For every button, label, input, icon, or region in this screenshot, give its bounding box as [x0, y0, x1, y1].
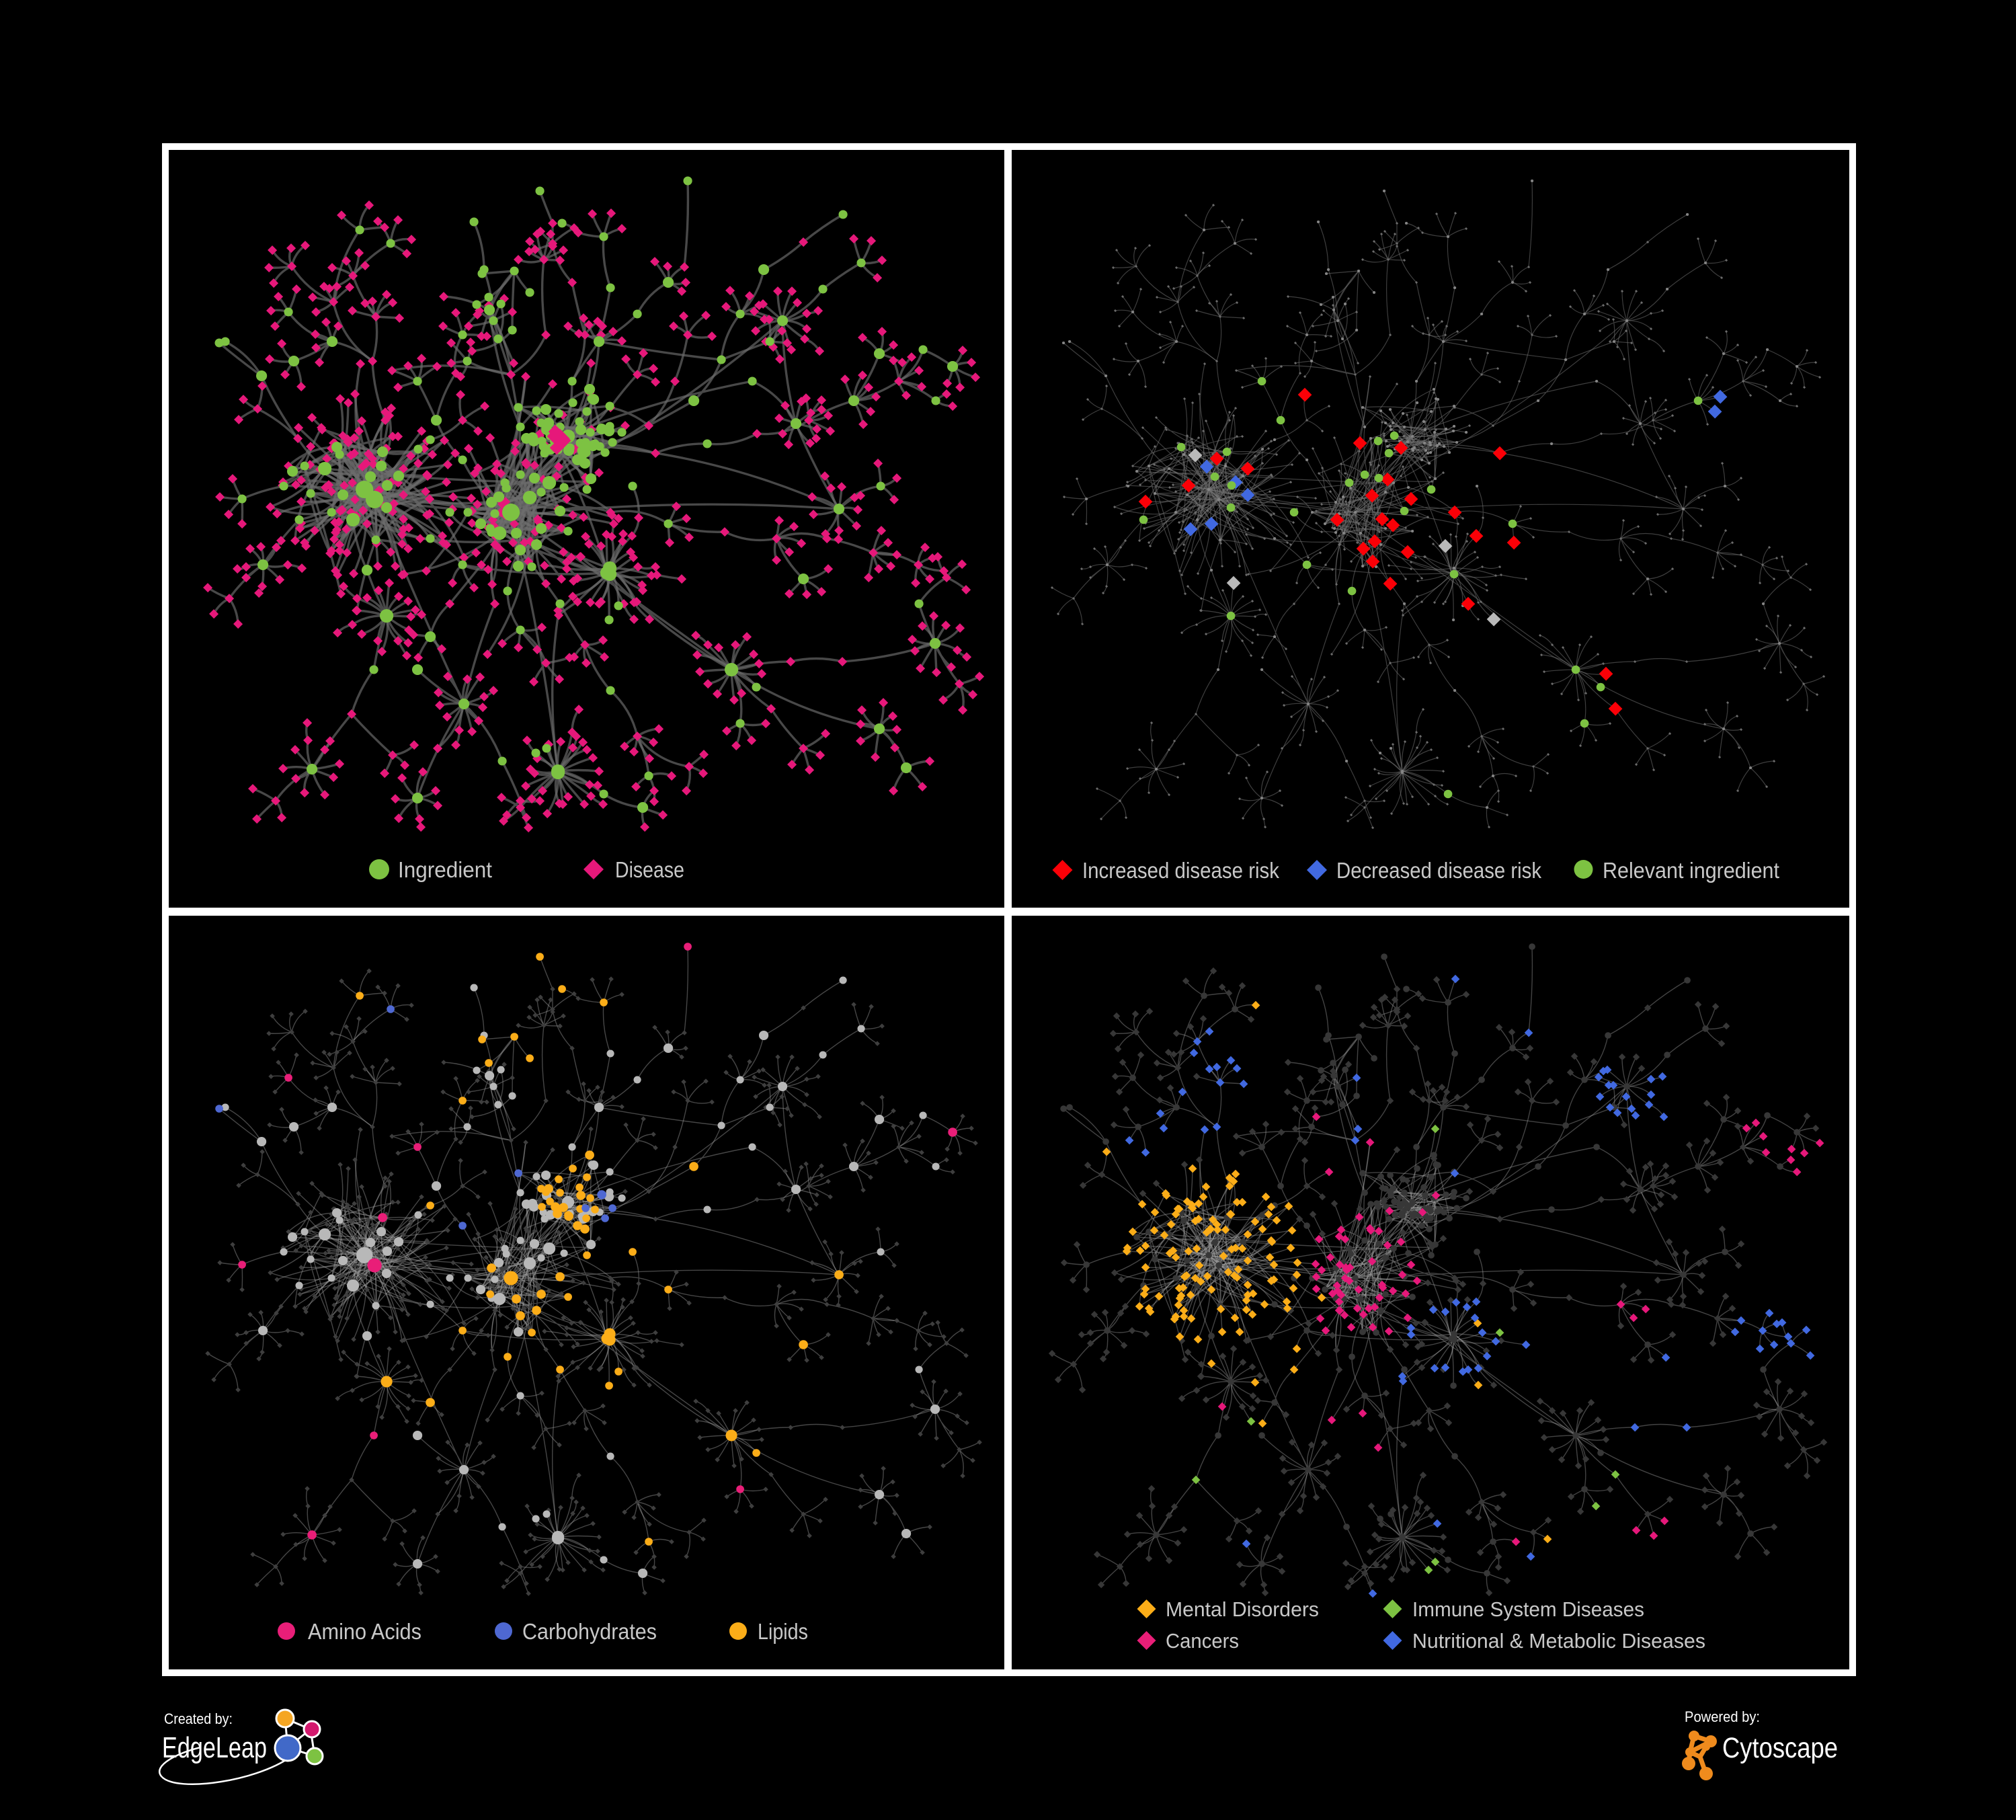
svg-text:Cancers: Cancers: [1166, 1629, 1239, 1653]
svg-text:Immune System Diseases: Immune System Diseases: [1412, 1597, 1644, 1621]
svg-text:Decreased disease risk: Decreased disease risk: [1336, 858, 1541, 883]
svg-text:Ingredient: Ingredient: [398, 857, 492, 882]
svg-text:EdgeLeap: EdgeLeap: [162, 1731, 267, 1764]
svg-text:Powered by:: Powered by:: [1685, 1708, 1760, 1725]
svg-text:Increased disease risk: Increased disease risk: [1082, 858, 1279, 883]
svg-text:Disease: Disease: [615, 857, 684, 882]
svg-text:Relevant ingredient: Relevant ingredient: [1603, 858, 1779, 883]
svg-text:Carbohydrates: Carbohydrates: [522, 1619, 657, 1644]
svg-text:Nutritional & Metabolic Diseas: Nutritional & Metabolic Diseases: [1412, 1629, 1705, 1653]
svg-text:Mental Disorders: Mental Disorders: [1166, 1597, 1319, 1621]
svg-text:Created by:: Created by:: [164, 1710, 233, 1727]
svg-text:Amino Acids: Amino Acids: [308, 1619, 421, 1644]
svg-text:Lipids: Lipids: [758, 1619, 808, 1644]
svg-text:Cytoscape: Cytoscape: [1722, 1732, 1838, 1764]
